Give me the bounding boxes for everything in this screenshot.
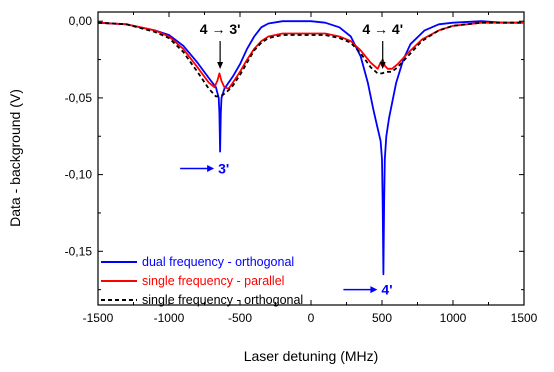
x-tick-label: 1000 [440, 311, 467, 325]
x-tick-label: 1500 [511, 311, 538, 325]
transition-arrow-head-0 [217, 62, 224, 69]
transition-label-0: 4 → 3' [200, 21, 241, 37]
annotation-layer: 4 → 3' 4 → 4' 3' 4' [180, 21, 403, 298]
peak-label-2: 3' [218, 160, 229, 176]
legend-label-2: single frequency - parallel [142, 274, 284, 288]
y-axis-label: Data - background (V) [7, 89, 23, 227]
peak-arrow-head-3 [370, 286, 378, 294]
x-tick-label: -1500 [83, 311, 114, 325]
y-tick-label: -0,15 [65, 244, 93, 258]
series-line-1 [97, 20, 524, 276]
x-tick-label: 500 [372, 311, 392, 325]
series-layer [97, 20, 524, 276]
legend-label-1: dual frequency - orthogonal [142, 255, 294, 269]
y-tick-label: -0,10 [65, 168, 93, 182]
x-tick-label: -500 [228, 311, 252, 325]
x-tick-label: -1000 [154, 311, 185, 325]
legend: dual frequency - orthogonal single freque… [101, 255, 303, 307]
peak-label-3: 4' [381, 282, 392, 298]
x-tick-label: 0 [308, 311, 315, 325]
legend-label-3: single frequency - orthogonal [142, 293, 303, 307]
peak-arrow-head-2 [207, 164, 215, 172]
y-tick-label: -0,05 [65, 91, 93, 105]
x-axis-label: Laser detuning (MHz) [244, 348, 379, 364]
y-axis-ticks: 0,00 -0,05 -0,10 -0,15 [65, 14, 524, 291]
transition-arrow-head-1 [379, 62, 386, 69]
series-line-2 [97, 21, 524, 90]
y-tick-label: 0,00 [69, 14, 93, 28]
x-axis-ticks: -1500 -1000 -500 0 500 1000 1500 [83, 12, 538, 325]
transition-label-1: 4 → 4' [362, 21, 403, 37]
